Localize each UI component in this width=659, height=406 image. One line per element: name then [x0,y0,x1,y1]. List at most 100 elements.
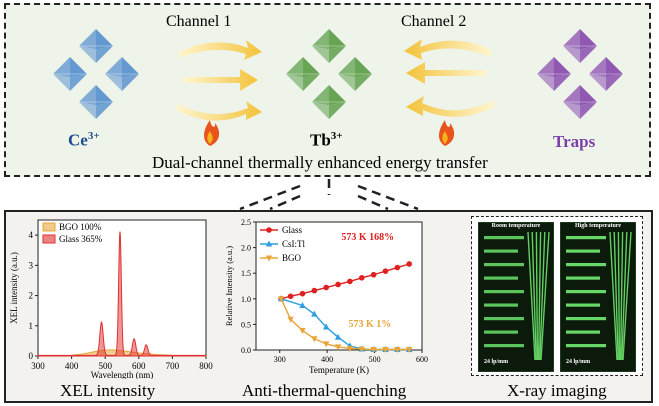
room-temp-label: Room temperature [491,223,541,229]
legend-label: CsI:Tl [282,239,306,249]
legend-label: Glass 365% [59,234,103,244]
y-tick-label: 1.0 [241,295,251,304]
x-tick-label: 300 [31,361,45,371]
energy-transfer-diagram [53,29,623,210]
high-temp-label: High temperature [574,223,622,229]
xray-image-room: Room temperature 24 lp/mm [478,222,554,372]
y-axis-label: Relative Intensity (a.u.) [224,246,234,326]
line-pair-bar [566,276,600,280]
data-point [266,227,272,233]
x-tick-label: 400 [65,361,79,371]
line-pair-bar [566,263,606,267]
legend-swatch [42,222,56,232]
x-tick-label: 700 [166,361,180,371]
data-point [265,240,273,247]
x-tick-label: 800 [199,361,213,371]
wedge-line [619,231,624,361]
data-point [323,284,329,291]
wedge-line [613,231,619,361]
x-tick-label: 400 [321,355,333,364]
atq-caption: Anti-thermal-quenching [242,381,407,400]
high-bars [560,222,636,372]
data-point [370,271,377,278]
y-tick-label: 2.0 [241,244,251,253]
data-point [406,261,412,267]
wedge-line [535,231,539,361]
data-point [334,333,342,340]
wedge-line [621,231,628,361]
data-point [346,345,354,352]
annotation: 573 K 168% [341,232,394,243]
data-point [322,341,330,348]
annotation: 573 K 1% [348,319,391,330]
line-pair-bar [484,249,518,253]
ce-octahedron [105,57,139,91]
y-tick-label: 4 [29,230,34,240]
wedge-line [617,231,621,361]
tb-octahedron [312,29,346,63]
data-point [287,293,294,300]
trap-octahedron [537,57,571,91]
line-pair-bar [484,290,524,294]
channel2-label: Channel 2 [401,13,467,30]
y-tick-label: 2 [29,291,34,301]
legend-swatch [42,234,56,244]
trap-octahedron [589,57,623,91]
line-pair-bar [484,263,524,267]
data-point [394,264,401,271]
data-point [394,346,401,353]
data-point [335,281,341,288]
legend-label: BGO [282,253,302,263]
data-point [265,255,273,262]
trap-octahedron [563,85,597,119]
traps-label: Traps [553,132,596,151]
data-point [347,278,353,285]
data-point [358,346,365,353]
legend-label: Glass [282,225,302,235]
y-tick-label: 0.0 [241,346,251,355]
line-pair-bar [484,236,524,240]
x-tick-label: 600 [416,355,428,364]
wedge-line [531,231,537,361]
line-pair-bar [566,290,606,294]
line-pair-bar [566,344,606,348]
tb-octahedron [338,57,372,91]
x-axis-label: Temperature (K) [309,365,369,375]
data-point [287,316,294,323]
series-bgo [277,296,413,353]
xel-spectrum-chart: 300 400 500 600 700 800 0 1 2 3 4 Wavelength (nm) XE… [9,219,213,379]
line-pair-bar [484,317,524,321]
room-bars [478,222,554,372]
x-axis-label: Wavelength (nm) [91,370,154,379]
wedge-line [539,231,546,361]
line-pair-bar [484,344,524,348]
line-pair-bar [566,236,606,240]
legend-label: BGO 100% [59,222,102,232]
resolution-label: 24 lp/mm [484,359,509,365]
data-point [311,336,318,343]
line-pair-bar [566,249,600,253]
data-point [382,346,389,353]
flame-icon [203,120,220,146]
line-pair-bar [484,276,518,280]
y-tick-label: 3 [29,260,34,270]
data-point [299,301,306,308]
data-point [382,268,389,274]
connector-dashes [239,179,419,210]
energy-transfer-caption: Dual-channel thermally enhanced energy t… [152,153,488,172]
resolution-label: 24 lp/mm [566,359,591,365]
data-point [277,296,285,303]
data-point [311,310,318,317]
tb-label: Tb3+ [310,130,343,150]
x-tick-label: 500 [98,361,112,371]
wedge-line [609,231,618,361]
line-pair-bar [484,303,518,307]
channel1-label: Channel 1 [166,13,232,30]
y-tick-label: 1 [29,321,34,331]
y-tick-label: 2.5 [241,218,251,227]
wedge-line [527,231,536,361]
trap-octahedron [563,29,597,63]
xray-caption: X-ray imaging [507,381,607,400]
data-point [334,344,342,351]
xel-caption: XEL intensity [60,381,156,400]
